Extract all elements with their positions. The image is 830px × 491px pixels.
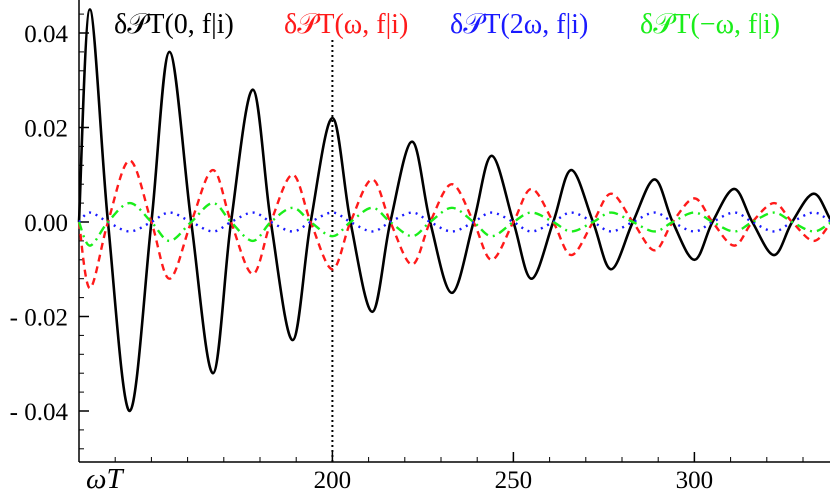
x-axis-title: ωT	[86, 463, 124, 491]
series-line-2	[78, 211, 830, 233]
y-tick-label: 0.02	[24, 116, 68, 143]
axes	[78, 0, 830, 463]
major-ticks	[79, 32, 696, 462]
legend-entry-2: δ𝒫T(2ω, f|i)	[450, 9, 588, 40]
series-line-3	[77, 201, 830, 247]
y-tick-label: 0.04	[24, 21, 68, 48]
series-line-1	[77, 159, 830, 290]
y-tick-label: 0.00	[24, 210, 68, 237]
x-tick-label: 300	[676, 467, 714, 491]
x-tick-label: 200	[314, 467, 352, 491]
series-layer	[77, 8, 830, 413]
x-tick-label: 250	[495, 467, 533, 491]
series-line-0	[77, 8, 830, 413]
legend-entry-3: δ𝒫T(−ω, f|i)	[640, 9, 780, 40]
legend-entry-1: δ𝒫T(ω, f|i)	[284, 9, 408, 40]
legend: δ𝒫T(0, f|i) δ𝒫T(ω, f|i) δ𝒫T(2ω, f|i) δ𝒫T…	[114, 9, 780, 40]
y-tick-label: - 0.02	[10, 305, 68, 332]
minor-ticks	[79, 13, 804, 462]
tick-labels: 0.040.020.00- 0.02- 0.04200250300350	[10, 21, 714, 491]
y-tick-label: - 0.04	[10, 399, 69, 426]
legend-entry-0: δ𝒫T(0, f|i)	[114, 9, 234, 40]
